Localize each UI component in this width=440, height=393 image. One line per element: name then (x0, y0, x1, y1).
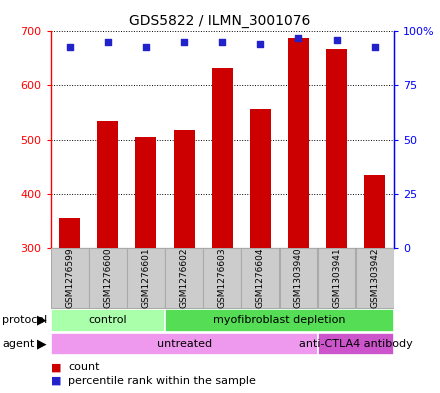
Point (333, 37, 340, 43)
Bar (279, 248, 317, 308)
Text: GSM1303940: GSM1303940 (294, 248, 303, 309)
Bar (288, 39, 309, 248)
Bar (364, 174, 385, 248)
Bar (242, 248, 279, 308)
Bar (89, 248, 127, 308)
Point (371, 43, 378, 50)
Bar (318, 332, 394, 355)
Text: ■: ■ (51, 376, 61, 386)
Text: anti-CTLA4 antibody: anti-CTLA4 antibody (299, 339, 413, 349)
Bar (51, 332, 318, 355)
Bar (51, 248, 88, 308)
Text: GSM1276604: GSM1276604 (256, 248, 265, 308)
Text: untreated: untreated (157, 339, 212, 349)
Bar (356, 248, 394, 308)
Bar (59, 218, 80, 248)
Text: GSM1276601: GSM1276601 (141, 248, 150, 309)
Bar (318, 248, 356, 308)
Bar (212, 68, 233, 248)
Text: myofibroblast depletion: myofibroblast depletion (213, 315, 346, 325)
Bar (136, 137, 157, 248)
Text: GSM1276603: GSM1276603 (218, 248, 227, 309)
Bar (174, 130, 194, 248)
Text: GSM1303941: GSM1303941 (332, 248, 341, 309)
Bar (203, 248, 241, 308)
Text: ■: ■ (51, 362, 61, 372)
Point (143, 43, 150, 50)
Text: GSM1276599: GSM1276599 (65, 248, 74, 309)
Text: ▶: ▶ (37, 337, 46, 351)
Bar (165, 248, 203, 308)
Bar (51, 309, 165, 332)
Bar (97, 121, 118, 248)
Text: GDS5822 / ILMN_3001076: GDS5822 / ILMN_3001076 (129, 14, 311, 28)
Point (104, 39, 111, 45)
Text: GSM1276602: GSM1276602 (180, 248, 189, 308)
Point (257, 41, 264, 48)
Text: ▶: ▶ (37, 314, 46, 327)
Text: agent: agent (2, 339, 35, 349)
Bar (250, 109, 271, 248)
Point (180, 39, 187, 45)
Bar (326, 49, 347, 248)
Text: control: control (88, 315, 127, 325)
Point (219, 39, 226, 45)
Point (295, 35, 302, 41)
Bar (165, 309, 394, 332)
Text: protocol: protocol (2, 315, 48, 325)
Text: percentile rank within the sample: percentile rank within the sample (68, 376, 256, 386)
Point (66, 43, 73, 50)
Bar (127, 248, 165, 308)
Text: GSM1303942: GSM1303942 (370, 248, 379, 308)
Text: count: count (68, 362, 100, 372)
Text: GSM1276600: GSM1276600 (103, 248, 112, 309)
